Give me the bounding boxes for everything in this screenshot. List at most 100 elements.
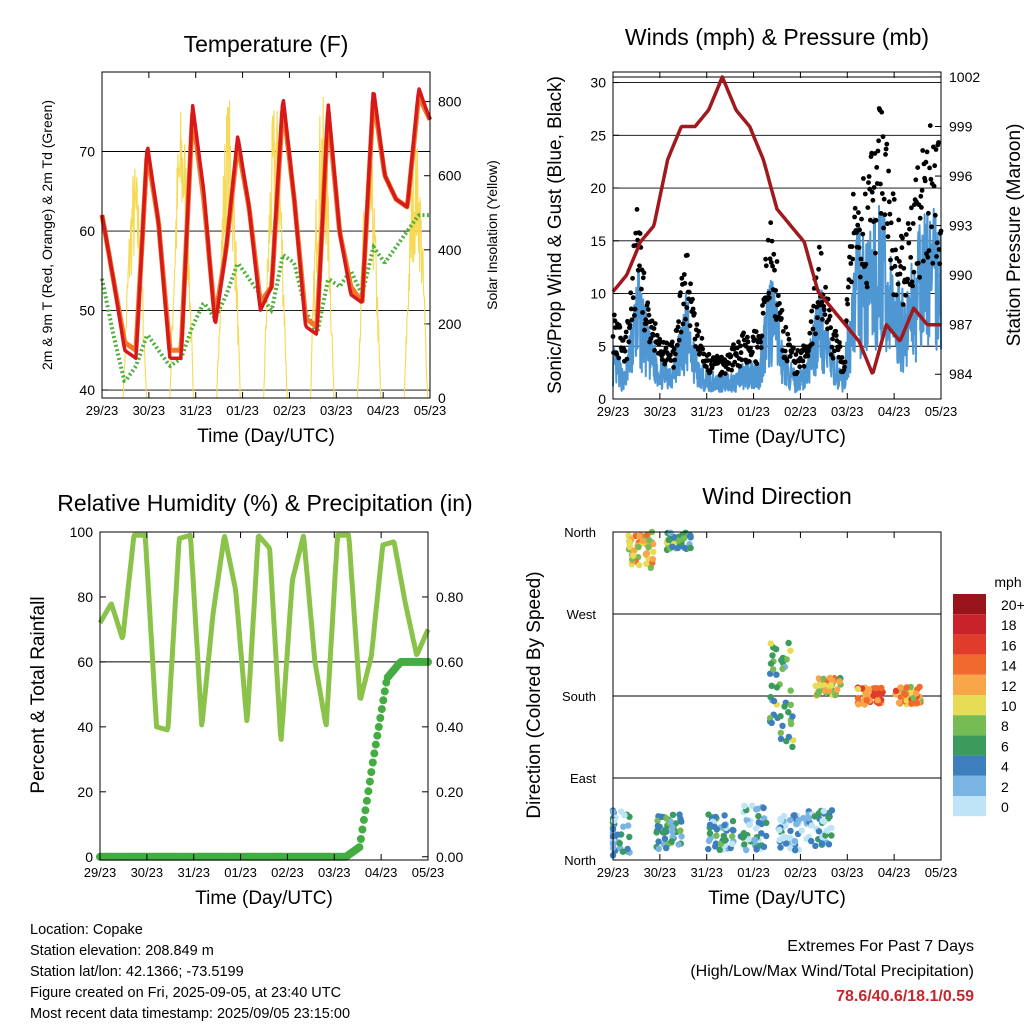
direction-point	[854, 685, 862, 693]
wind-speed-line	[612, 205, 942, 394]
gust-point	[680, 321, 686, 327]
gust-point	[837, 344, 843, 349]
gust-point	[801, 363, 807, 369]
direction-point	[650, 548, 657, 556]
gust-point	[696, 329, 702, 334]
gust-point	[648, 336, 654, 341]
gust-point	[930, 260, 936, 266]
info-timestamp: Most recent data timestamp: 2025/09/05 2…	[30, 1006, 351, 1022]
gust-point	[784, 358, 790, 364]
gust-point	[692, 311, 697, 316]
info-elevation: Station elevation: 208.849 m	[30, 943, 214, 959]
direction-point	[644, 531, 651, 539]
solar-ylabel: Solar Insolation (Yellow)	[484, 160, 500, 310]
direction-point	[661, 827, 669, 834]
gust-point	[767, 295, 772, 301]
gust-point	[842, 364, 847, 370]
y2-tick-label: 996	[949, 168, 973, 184]
direction-point	[745, 821, 753, 828]
gust-point	[770, 263, 775, 269]
direction-point	[854, 695, 862, 702]
gust-point	[628, 306, 634, 312]
gust-point	[624, 356, 630, 362]
y-tick-label: 0	[598, 391, 606, 407]
x-tick-label: 02/23	[273, 403, 306, 418]
gust-point	[682, 280, 688, 286]
direction-point	[665, 536, 672, 543]
gust-point	[671, 365, 676, 370]
gust-point	[913, 177, 919, 183]
direction-point	[862, 691, 870, 698]
direction-point	[721, 822, 728, 829]
gust-point	[637, 263, 642, 269]
y2-tick-label: 1002	[949, 69, 980, 85]
y-tick-label: 60	[79, 223, 95, 239]
y2-tick-label: 999	[949, 119, 973, 135]
gust-point	[908, 255, 914, 260]
gust-point	[673, 351, 678, 357]
direction-point	[815, 828, 823, 835]
direction-tick-label: West	[567, 607, 597, 622]
gust-point	[668, 352, 673, 358]
gust-point	[791, 345, 796, 351]
direction-point	[822, 832, 829, 839]
temperature-ylabel: 2m & 9m T (Red, Orange) & 2m Td (Green)	[39, 100, 55, 370]
x-tick-label: 01/23	[737, 865, 770, 880]
gust-point	[917, 274, 922, 280]
gust-point	[694, 322, 700, 327]
direction-point	[753, 806, 760, 813]
gust-point	[931, 183, 937, 189]
direction-point	[669, 823, 676, 831]
gust-point	[909, 205, 914, 211]
gust-point	[830, 355, 836, 361]
gust-point	[915, 260, 921, 266]
direction-point	[705, 811, 712, 818]
colorbar-swatch	[953, 654, 986, 675]
x-tick-label: 05/23	[412, 865, 445, 880]
direction-point	[707, 835, 714, 842]
direction-point	[863, 697, 870, 704]
gust-point	[910, 283, 915, 289]
gust-point	[933, 147, 939, 152]
direction-point	[645, 537, 653, 544]
gust-point	[774, 259, 780, 264]
gust-point	[849, 244, 855, 250]
gust-point	[758, 345, 764, 351]
gust-point	[654, 332, 660, 338]
direction-point	[720, 832, 727, 840]
direction-point	[669, 543, 676, 550]
x-tick-label: 30/23	[131, 865, 164, 880]
y2-tick-label: 0.80	[436, 589, 463, 605]
direction-point	[713, 832, 720, 839]
gust-point	[863, 261, 869, 267]
gust-point	[891, 197, 897, 202]
gust-point	[823, 284, 828, 290]
direction-point	[787, 845, 794, 852]
direction-point	[643, 549, 651, 557]
gust-point	[900, 302, 906, 307]
gust-point	[903, 292, 909, 298]
direction-point	[755, 812, 762, 820]
precip-point	[374, 722, 383, 731]
gust-point	[777, 301, 782, 306]
gust-point	[920, 258, 926, 264]
y-tick-label: 25	[590, 127, 606, 143]
direction-point	[826, 674, 834, 682]
gust-point	[746, 359, 752, 364]
info-latlon: Station lat/lon: 42.1366; -73.5199	[30, 964, 244, 980]
gust-point	[753, 329, 759, 335]
gust-point	[731, 342, 736, 347]
info-location: Location: Copake	[30, 922, 143, 938]
gust-point	[629, 317, 635, 323]
pressure-ylabel: Station Pressure (Maroon)	[1004, 124, 1024, 347]
gust-point	[755, 344, 760, 350]
gust-point	[827, 313, 833, 319]
gust-point	[857, 227, 862, 233]
gust-point	[614, 351, 620, 357]
gust-point	[927, 123, 933, 128]
precip-point	[361, 806, 370, 815]
gust-point	[630, 295, 636, 301]
direction-point	[908, 700, 915, 707]
gust-point	[745, 339, 751, 345]
y2-tick-label: 800	[438, 94, 462, 110]
